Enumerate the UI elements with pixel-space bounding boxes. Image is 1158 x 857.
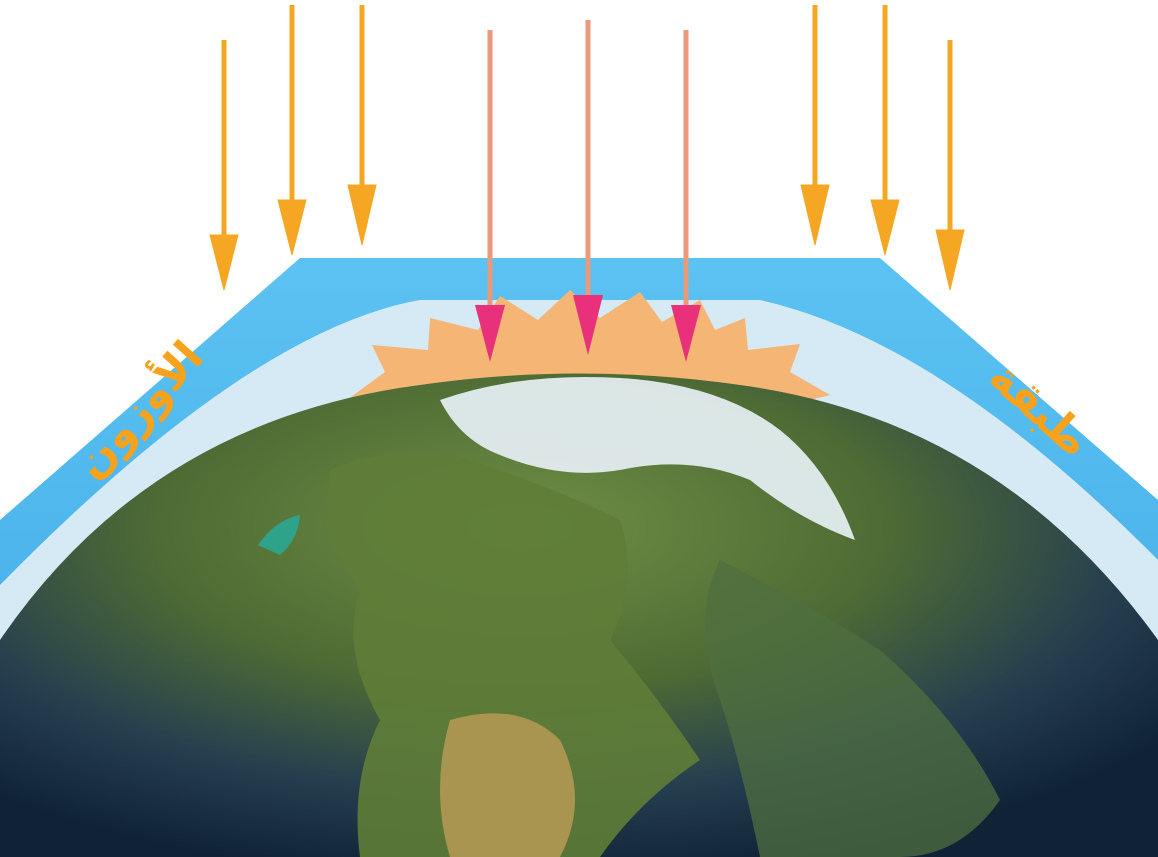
reflected-rays-left [209,5,377,291]
desert-region [440,713,575,857]
ice-cap [440,376,855,540]
down-arrow-icon [671,305,701,362]
reflected-rays-right [800,5,965,291]
continent-land [328,452,700,857]
green-island [258,515,300,555]
down-arrow-icon [800,184,830,246]
down-arrow-icon [573,295,603,355]
down-arrow-icon [475,305,505,362]
down-arrow-icon [277,199,307,256]
down-arrow-icon [935,229,965,291]
eastern-land [705,560,1000,857]
down-arrow-icon [870,199,900,256]
down-arrow-icon [209,234,239,291]
down-arrow-icon [347,184,377,246]
penetrating-rays [475,20,701,362]
earth-globe [0,373,1158,857]
